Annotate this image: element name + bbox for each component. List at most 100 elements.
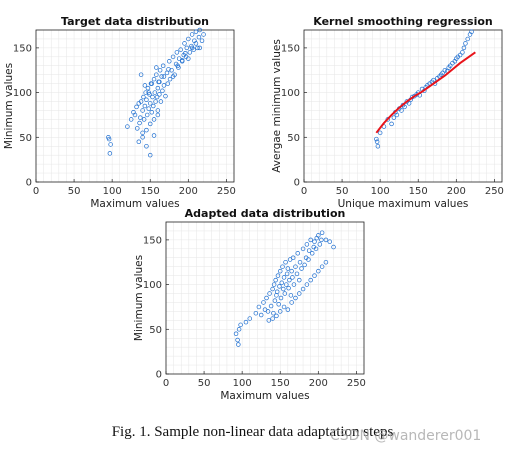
data-point — [391, 115, 397, 120]
data-point — [274, 289, 280, 294]
data-point — [312, 273, 317, 278]
data-point — [283, 259, 288, 265]
x-axis-label: Maximum values — [90, 198, 179, 210]
data-point — [313, 246, 319, 252]
data-point — [297, 277, 302, 283]
data-point — [233, 331, 239, 337]
data-point — [196, 34, 202, 40]
data-point — [151, 76, 157, 82]
data-point — [160, 63, 166, 69]
axes-frame — [165, 221, 365, 375]
y-tick-label: 100 — [143, 280, 162, 291]
data-point — [319, 264, 325, 269]
data-point — [142, 103, 148, 109]
y-axis-label: Minimum values — [3, 63, 15, 149]
x-tick-label: 200 — [447, 186, 466, 197]
data-point — [138, 115, 143, 120]
data-point — [169, 67, 174, 73]
data-point — [327, 239, 332, 244]
data-point — [277, 268, 283, 274]
x-tick-label: 100 — [103, 186, 122, 197]
data-point — [286, 285, 291, 291]
data-point — [277, 284, 282, 289]
data-point — [285, 307, 291, 312]
data-point — [293, 264, 298, 269]
chart-title: Adapted data distribution — [185, 207, 346, 220]
data-point — [138, 72, 144, 77]
data-point — [285, 266, 291, 271]
data-point — [186, 56, 191, 61]
x-tick-label: 150 — [271, 378, 290, 389]
data-point — [309, 251, 315, 256]
data-point — [316, 268, 321, 274]
data-point — [151, 133, 157, 138]
data-point — [187, 50, 193, 55]
data-point — [297, 291, 302, 296]
x-tick-label: 250 — [485, 186, 504, 197]
regression-curve — [375, 51, 476, 134]
data-point — [164, 70, 170, 76]
data-point — [281, 275, 287, 280]
data-point — [463, 41, 468, 46]
data-point — [144, 97, 149, 102]
data-point — [282, 291, 288, 296]
data-point — [377, 130, 383, 136]
data-point — [145, 85, 151, 91]
x-tick-label: 50 — [198, 378, 211, 389]
data-point — [267, 291, 272, 296]
data-point — [197, 45, 202, 51]
data-point — [155, 112, 161, 118]
data-point — [157, 67, 163, 73]
y-tick-label: 0 — [26, 178, 32, 189]
data-point — [440, 70, 445, 76]
x-tick-label: 0 — [301, 186, 307, 197]
data-point — [136, 139, 142, 145]
data-point — [374, 139, 380, 145]
data-point — [304, 282, 310, 287]
data-point — [300, 286, 306, 292]
data-point — [304, 242, 310, 247]
data-point — [287, 277, 292, 283]
data-point — [461, 45, 467, 51]
data-point — [146, 90, 151, 95]
x-tick-label: 50 — [336, 186, 349, 197]
data-point — [236, 342, 241, 347]
x-tick-label: 100 — [371, 186, 390, 197]
data-point — [161, 83, 167, 88]
data-point — [178, 47, 183, 52]
data-point — [256, 304, 262, 310]
data-point — [193, 41, 199, 46]
data-point — [316, 233, 321, 238]
data-point — [276, 302, 281, 307]
data-point — [106, 136, 112, 142]
data-point — [280, 264, 285, 269]
data-point — [135, 126, 140, 131]
data-point — [247, 316, 253, 321]
data-point — [167, 59, 172, 64]
data-point — [159, 74, 164, 79]
x-tick-label: 200 — [309, 378, 328, 389]
data-point — [184, 45, 190, 51]
data-point — [431, 77, 436, 83]
data-point — [193, 29, 199, 35]
data-point — [288, 293, 294, 298]
x-tick-label: 100 — [233, 378, 252, 389]
data-point — [138, 99, 144, 104]
data-point — [284, 271, 290, 277]
data-point — [151, 117, 157, 122]
data-point — [253, 310, 259, 316]
data-point — [150, 94, 155, 100]
data-point — [147, 121, 153, 127]
data-point — [308, 277, 313, 283]
data-point — [293, 295, 298, 301]
axes-frame — [303, 29, 503, 183]
y-tick-label: 50 — [287, 133, 300, 144]
data-point — [238, 322, 243, 328]
x-axis-label: Maximum values — [220, 390, 309, 402]
y-axis-label: Avergae minimum values — [271, 39, 283, 173]
data-point — [132, 112, 138, 118]
data-point — [170, 74, 176, 79]
data-point — [144, 127, 149, 133]
x-tick-label: 50 — [68, 186, 81, 197]
data-point — [154, 94, 160, 100]
